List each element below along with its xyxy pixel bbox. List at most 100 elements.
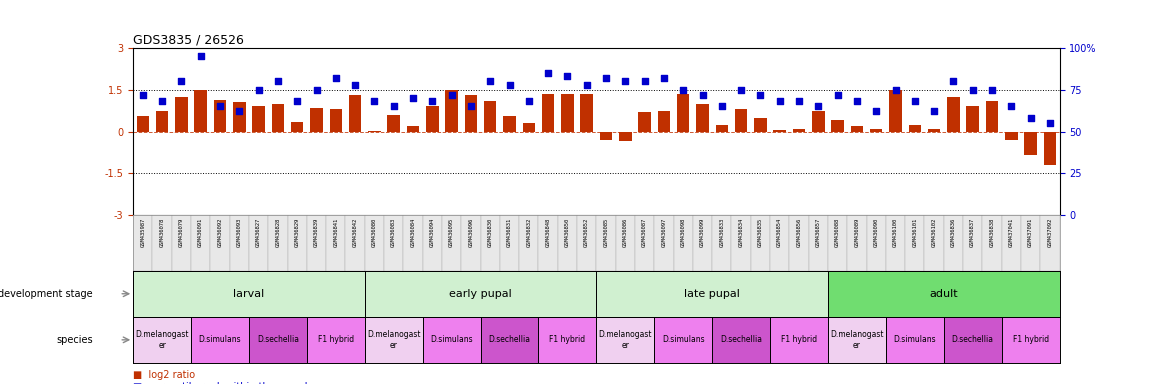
Point: [712, 103, 731, 109]
Bar: [249, 317, 307, 363]
Bar: [963, 215, 982, 271]
Bar: [365, 271, 596, 317]
Text: late pupal: late pupal: [684, 289, 740, 299]
Text: GSM436831: GSM436831: [507, 218, 512, 247]
Point: [230, 108, 249, 114]
Point: [790, 98, 808, 104]
Bar: [461, 215, 481, 271]
Text: D.sechellia: D.sechellia: [720, 335, 762, 344]
Bar: [600, 131, 613, 140]
Bar: [423, 215, 442, 271]
Text: GSM436096: GSM436096: [469, 218, 474, 247]
Bar: [423, 317, 481, 363]
Bar: [365, 317, 423, 363]
Point: [327, 75, 345, 81]
Text: GSM436850: GSM436850: [565, 218, 570, 247]
Bar: [793, 129, 805, 131]
Text: GSM435987: GSM435987: [140, 218, 145, 247]
Text: GSM436834: GSM436834: [739, 218, 743, 247]
Text: GSM436848: GSM436848: [545, 218, 550, 247]
Text: D.sechellia: D.sechellia: [489, 335, 530, 344]
Point: [384, 103, 403, 109]
Bar: [403, 215, 423, 271]
Point: [752, 92, 770, 98]
Point: [770, 98, 789, 104]
Bar: [732, 215, 750, 271]
Text: GSM436084: GSM436084: [411, 218, 416, 247]
Point: [404, 95, 423, 101]
Text: GSM436088: GSM436088: [835, 218, 840, 247]
Bar: [674, 215, 692, 271]
Text: GSM436083: GSM436083: [391, 218, 396, 247]
Bar: [712, 215, 732, 271]
Bar: [754, 118, 767, 131]
Text: adult: adult: [930, 289, 958, 299]
Bar: [774, 130, 786, 131]
Text: GSM436854: GSM436854: [777, 218, 782, 247]
Bar: [330, 109, 342, 131]
Text: GSM436835: GSM436835: [758, 218, 763, 247]
Text: GSM436852: GSM436852: [585, 218, 589, 247]
Point: [173, 78, 191, 84]
Bar: [770, 215, 790, 271]
Bar: [195, 90, 207, 131]
Point: [944, 78, 962, 84]
Point: [886, 87, 904, 93]
Bar: [365, 215, 384, 271]
Point: [423, 98, 441, 104]
Text: GSM437091: GSM437091: [1028, 218, 1033, 247]
Point: [963, 87, 982, 93]
Point: [133, 92, 152, 98]
Text: GSM436080: GSM436080: [372, 218, 376, 247]
Point: [694, 92, 712, 98]
Bar: [562, 94, 573, 131]
Bar: [716, 124, 728, 131]
Bar: [851, 126, 863, 131]
Text: GSM436078: GSM436078: [160, 218, 164, 247]
Point: [674, 87, 692, 93]
Bar: [947, 97, 960, 131]
Text: GSM436833: GSM436833: [719, 218, 724, 247]
Bar: [307, 215, 327, 271]
Bar: [133, 271, 365, 317]
Point: [269, 78, 287, 84]
Point: [867, 108, 886, 114]
Bar: [156, 111, 168, 131]
Bar: [596, 215, 616, 271]
Bar: [384, 215, 403, 271]
Bar: [596, 317, 654, 363]
Bar: [1002, 215, 1021, 271]
Text: D.sechellia: D.sechellia: [257, 335, 299, 344]
Bar: [272, 104, 284, 131]
Bar: [345, 215, 365, 271]
Bar: [191, 215, 211, 271]
Bar: [906, 215, 924, 271]
Point: [288, 98, 307, 104]
Bar: [735, 109, 747, 131]
Bar: [249, 215, 269, 271]
Bar: [924, 215, 944, 271]
Point: [654, 75, 673, 81]
Point: [983, 87, 1002, 93]
Text: species: species: [56, 335, 93, 345]
Text: GSM436091: GSM436091: [198, 218, 203, 247]
Text: GSM436095: GSM436095: [449, 218, 454, 247]
Point: [828, 92, 846, 98]
Bar: [808, 215, 828, 271]
Bar: [133, 215, 153, 271]
Bar: [928, 129, 940, 131]
Bar: [481, 215, 500, 271]
Text: GSM436828: GSM436828: [276, 218, 280, 247]
Text: GSM436092: GSM436092: [218, 218, 222, 247]
Bar: [481, 317, 538, 363]
Point: [153, 98, 171, 104]
Bar: [886, 317, 944, 363]
Point: [906, 98, 924, 104]
Text: GSM436086: GSM436086: [623, 218, 628, 247]
Text: development stage: development stage: [0, 289, 93, 299]
Bar: [252, 106, 265, 131]
Point: [307, 87, 325, 93]
Text: GSM436100: GSM436100: [893, 218, 897, 247]
Bar: [967, 106, 979, 131]
Bar: [500, 215, 519, 271]
